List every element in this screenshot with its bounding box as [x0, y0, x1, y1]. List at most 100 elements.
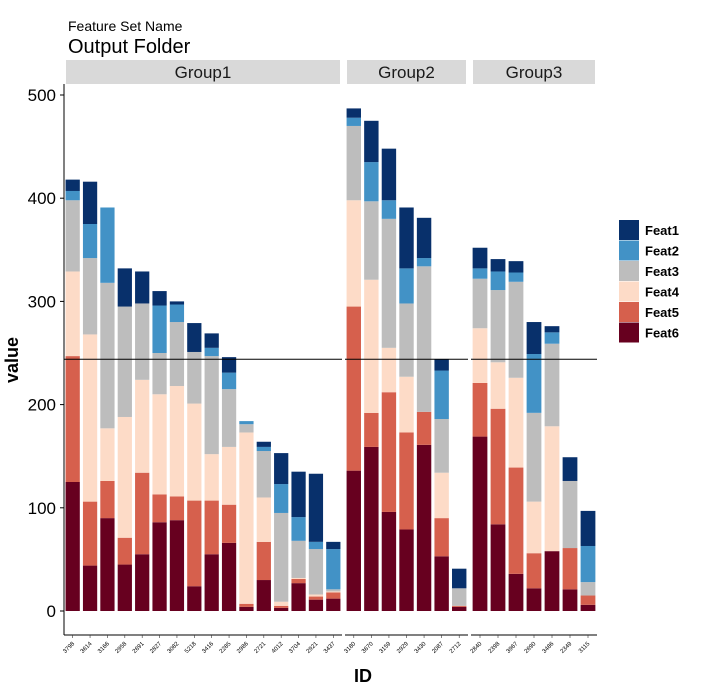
- bar-segment-feat2: [82, 224, 98, 259]
- x-tick-label: 2349: [560, 641, 574, 655]
- x-tick-label: 2721: [254, 641, 268, 655]
- bar-segment-feat3: [472, 278, 488, 329]
- bar-segment-feat4: [326, 591, 341, 593]
- legend-swatch-feat5: [619, 302, 639, 322]
- x-tick-label: 2840: [470, 641, 484, 655]
- legend: Feat1 Feat2 Feat3 Feat4 Feat5 Feat6: [619, 220, 680, 343]
- bar-segment-feat6: [526, 588, 542, 611]
- bar-segment-feat2: [416, 258, 432, 267]
- bar-segment-feat2: [308, 541, 324, 550]
- x-tick-label: 2929: [396, 641, 410, 655]
- bar-segment-feat1: [434, 359, 449, 371]
- bar-segment-feat1: [508, 261, 524, 273]
- bar-segment-feat3: [152, 353, 167, 395]
- bar-segment-feat5: [346, 306, 361, 471]
- bar-segment-feat1: [399, 207, 414, 269]
- bar-segment-feat3: [100, 282, 115, 429]
- bar-segment-feat6: [117, 564, 132, 611]
- x-tick-label: 2986: [236, 641, 250, 655]
- bar-segment-feat5: [221, 504, 237, 543]
- facet-strip: [347, 60, 466, 84]
- bar-segment-feat6: [82, 565, 98, 611]
- bar-segment-feat2: [381, 200, 397, 219]
- bar-segment-feat1: [416, 217, 432, 259]
- bar-segment-feat1: [544, 326, 560, 333]
- bar-segment-feat3: [326, 589, 341, 592]
- chart-subtitle: Feature Set Name: [68, 18, 183, 34]
- bars-layer: [65, 108, 596, 611]
- bar-segment-feat1: [308, 473, 324, 542]
- x-tick-label: 2690: [524, 641, 538, 655]
- bar-segment-feat1: [490, 259, 506, 272]
- x-axis: 3798 3614 3166 2958 2691 2827 3082 5218 3416 2285…: [62, 635, 592, 655]
- bar-segment-feat6: [239, 606, 254, 611]
- bar-segment-feat5: [239, 603, 254, 607]
- bar-segment-feat5: [562, 548, 578, 590]
- bar-segment-feat1: [204, 333, 219, 348]
- bar-segment-feat5: [291, 579, 306, 584]
- bar-segment-feat6: [169, 520, 185, 611]
- x-tick-label: 3430: [414, 641, 428, 655]
- bar-segment-feat4: [472, 328, 488, 383]
- bar-segment-feat2: [100, 207, 115, 283]
- legend-label: Feat6: [645, 326, 679, 341]
- x-tick-label: 3115: [578, 641, 592, 655]
- bar-segment-feat4: [274, 601, 289, 606]
- bar-segment-feat6: [562, 589, 578, 611]
- x-tick-label: 2285: [219, 641, 233, 655]
- chart-title: Output Folder: [68, 36, 191, 58]
- bar-segment-feat1: [346, 108, 361, 118]
- bar-segment-feat1: [562, 457, 578, 481]
- bar-segment-feat6: [544, 551, 560, 611]
- x-tick-label: 3798: [62, 641, 76, 655]
- bar-segment-feat4: [364, 279, 379, 413]
- y-tick-label: 300: [28, 292, 56, 311]
- bar-segment-feat5: [82, 501, 98, 566]
- x-tick-label: 5218: [184, 641, 198, 655]
- legend-swatch-feat6: [619, 322, 639, 343]
- bar-segment-feat3: [526, 412, 542, 502]
- bar-segment-feat5: [326, 592, 341, 599]
- bar-segment-feat3: [221, 389, 237, 447]
- bar-segment-feat4: [544, 426, 560, 552]
- x-tick-label: 4012: [271, 641, 285, 655]
- bar-segment-feat4: [152, 394, 167, 495]
- bar-segment-feat2: [526, 354, 542, 413]
- bar-segment-feat3: [399, 303, 414, 377]
- bar-segment-feat2: [221, 372, 237, 390]
- bar-segment-feat1: [187, 323, 202, 352]
- bar-segment-feat2: [239, 421, 254, 425]
- bar-segment-feat1: [221, 357, 237, 373]
- bar-segment-feat2: [399, 268, 414, 304]
- bar-segment-feat1: [452, 568, 467, 589]
- x-tick-label: 2921: [306, 641, 320, 655]
- bar-segment-feat6: [100, 518, 115, 611]
- bar-segment-feat2: [508, 272, 524, 282]
- bar-segment-feat1: [364, 120, 379, 163]
- bar-segment-feat3: [65, 200, 80, 272]
- x-tick-label: 2827: [149, 641, 163, 655]
- bar-segment-feat1: [526, 322, 542, 355]
- bar-segment-feat3: [452, 588, 467, 606]
- bar-segment-feat5: [381, 392, 397, 512]
- bar-segment-feat2: [490, 271, 506, 291]
- bar-segment-feat4: [291, 577, 306, 580]
- legend-label: Feat5: [645, 305, 679, 320]
- bar-segment-feat1: [291, 471, 306, 518]
- bar-segment-feat6: [152, 522, 167, 611]
- x-tick-label: 3437: [323, 641, 337, 655]
- bar-segment-feat2: [256, 446, 271, 452]
- y-axis-title: value: [2, 337, 22, 383]
- bar-segment-feat4: [434, 472, 449, 519]
- bar-segment-feat4: [239, 432, 254, 604]
- bar-segment-feat3: [239, 424, 254, 433]
- bar-segment-feat6: [399, 529, 414, 611]
- bar-segment-feat5: [452, 605, 467, 607]
- bar-segment-feat4: [117, 416, 132, 538]
- bar-segment-feat4: [508, 377, 524, 468]
- facet-strip: [473, 60, 595, 84]
- bar-segment-feat1: [256, 441, 271, 447]
- bar-segment-feat3: [416, 266, 432, 412]
- x-tick-label: 3166: [97, 641, 111, 655]
- bar-segment-feat3: [82, 258, 98, 335]
